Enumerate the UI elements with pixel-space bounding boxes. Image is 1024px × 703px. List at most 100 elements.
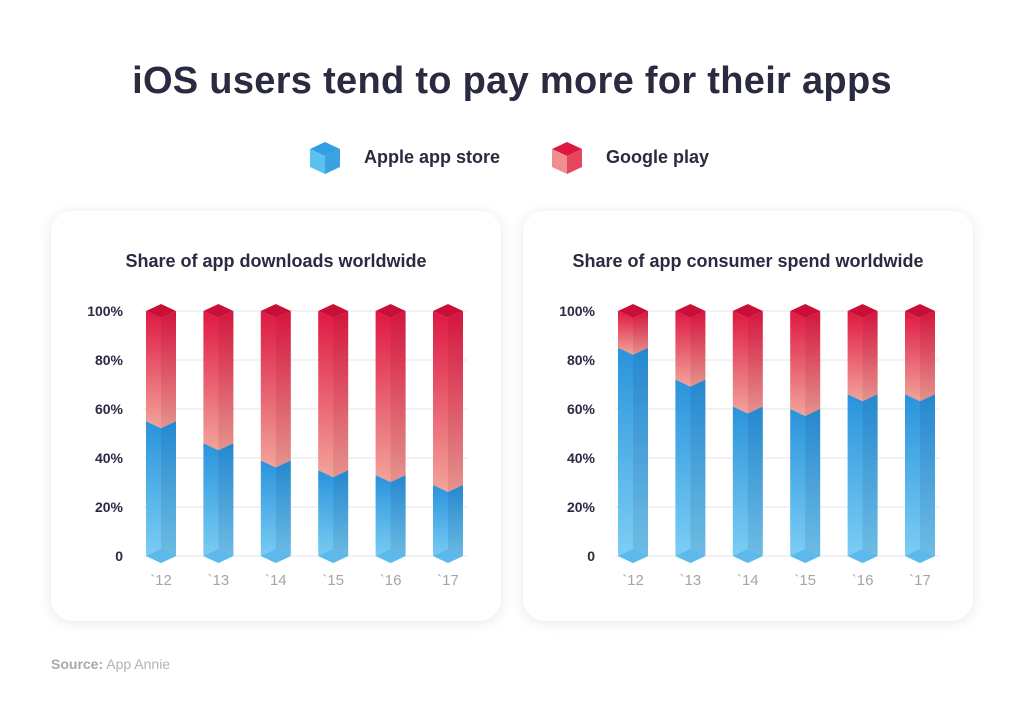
apple-app-store-bar-side	[448, 484, 463, 563]
apple-app-store-bar-segment	[146, 421, 176, 563]
bar-bottom-cap	[675, 549, 706, 563]
apple-cube-icon	[310, 142, 340, 174]
bar-top-cap	[203, 304, 234, 318]
google-play-bar-side	[747, 311, 763, 414]
x-tick-label: `17	[909, 572, 931, 589]
apple-app-store-bar-side	[161, 421, 176, 563]
spend-chart-title: Share of app consumer spend worldwide	[572, 251, 924, 271]
y-tick-label: 100%	[559, 303, 595, 319]
bar-6	[433, 304, 463, 563]
downloads-chart: 0 20% 40% 60% 80% 100% `12 `13 `14 `15 `16 `17	[87, 303, 467, 589]
google-play-bar-side	[920, 311, 935, 402]
page-title: iOS users tend to pay more for their app…	[132, 60, 892, 102]
apple-app-store-bar-segment	[260, 460, 291, 563]
google-play-bar-side	[862, 311, 878, 402]
bar-5	[375, 304, 406, 563]
bar-top-cap	[675, 304, 706, 318]
google-play-bar-segment	[260, 311, 291, 468]
google-play-bar-side	[333, 311, 349, 478]
bar-3	[260, 304, 291, 563]
google-play-bar-side	[390, 311, 406, 483]
google-play-bar-side	[633, 311, 648, 355]
y-tick-label: 100%	[87, 303, 123, 319]
y-tick-label: 0	[115, 548, 123, 564]
x-tick-label: `13	[208, 572, 230, 589]
y-tick-label: 0	[587, 548, 595, 564]
bar-bottom-cap	[732, 549, 763, 563]
google-play-bar-segment	[675, 311, 706, 387]
bar-6	[905, 304, 935, 563]
bar-3	[732, 304, 763, 563]
bar-4	[790, 304, 821, 563]
source-label: Source:	[51, 656, 104, 672]
apple-app-store-bar-segment	[847, 394, 878, 563]
bar-bottom-cap	[318, 549, 349, 563]
x-tick-label: `12	[150, 572, 172, 589]
apple-app-store-bar-side	[390, 475, 406, 563]
bar-top-cap	[905, 304, 935, 318]
apple-app-store-bar-side	[275, 460, 291, 563]
google-play-bar-segment	[433, 311, 463, 492]
y-tick-label: 60%	[95, 401, 124, 417]
bar-top-cap	[146, 304, 176, 318]
bar-2	[203, 304, 234, 563]
x-tick-label: `15	[794, 572, 816, 589]
y-tick-label: 40%	[95, 450, 124, 466]
y-tick-label: 80%	[95, 352, 124, 368]
y-tick-label: 20%	[567, 499, 596, 515]
bar-top-cap	[260, 304, 291, 318]
apple-app-store-bar-segment	[375, 475, 406, 563]
spend-chart: 0 20% 40% 60% 80% 100% `12 `13 `14 `15 `16 `17	[559, 303, 939, 589]
apple-app-store-bar-side	[218, 443, 234, 563]
bar-top-cap	[790, 304, 821, 318]
google-play-bar-side	[218, 311, 234, 451]
apple-app-store-bar-side	[690, 379, 706, 563]
y-tick-label: 60%	[567, 401, 596, 417]
x-tick-label: `13	[680, 572, 702, 589]
google-cube-icon	[552, 142, 582, 174]
spend-chart-card: Share of app consumer spend worldwide 0 2…	[523, 211, 973, 621]
apple-app-store-bar-side	[633, 347, 648, 563]
google-play-bar-side	[161, 311, 176, 429]
bar-bottom-cap	[260, 549, 291, 563]
apple-app-store-bar-segment	[732, 406, 763, 563]
apple-app-store-bar-segment	[790, 409, 821, 563]
legend-label-apple: Apple app store	[364, 147, 501, 167]
y-tick-label: 40%	[567, 450, 596, 466]
google-play-bar-segment	[146, 311, 176, 429]
bar-bottom-cap	[375, 549, 406, 563]
bar-5	[847, 304, 878, 563]
source-text: App Annie	[106, 656, 171, 672]
google-play-bar-segment	[732, 311, 763, 414]
bar-bottom-cap	[146, 549, 176, 563]
y-tick-label: 20%	[95, 499, 124, 515]
apple-app-store-bar-segment	[433, 484, 463, 563]
bar-bottom-cap	[433, 549, 463, 563]
x-tick-label: `12	[622, 572, 644, 589]
downloads-chart-card: Share of app downloads worldwide 0 20% 40%…	[51, 211, 501, 621]
legend: Apple app store Google play	[0, 138, 1024, 178]
bar-bottom-cap	[203, 549, 234, 563]
google-play-bar-segment	[618, 311, 648, 355]
apple-app-store-bar-side	[333, 470, 349, 563]
apple-app-store-bar-segment	[905, 394, 935, 563]
y-tick-label: 80%	[567, 352, 596, 368]
bar-top-cap	[847, 304, 878, 318]
google-play-bar-segment	[375, 311, 406, 483]
apple-app-store-bar-side	[920, 394, 935, 563]
bar-4	[318, 304, 349, 563]
x-tick-label: `16	[380, 572, 402, 589]
apple-app-store-bar-segment	[675, 379, 706, 563]
bar-bottom-cap	[618, 549, 648, 563]
source-note: Source: App Annie	[51, 656, 170, 672]
google-play-bar-segment	[847, 311, 878, 402]
apple-app-store-bar-segment	[203, 443, 234, 563]
apple-app-store-bar-segment	[318, 470, 349, 563]
bar-bottom-cap	[905, 549, 935, 563]
bar-1	[618, 304, 648, 563]
bar-2	[675, 304, 706, 563]
bar-top-cap	[375, 304, 406, 318]
apple-app-store-bar-side	[747, 406, 763, 563]
google-play-bar-segment	[203, 311, 234, 451]
bar-bottom-cap	[790, 549, 821, 563]
